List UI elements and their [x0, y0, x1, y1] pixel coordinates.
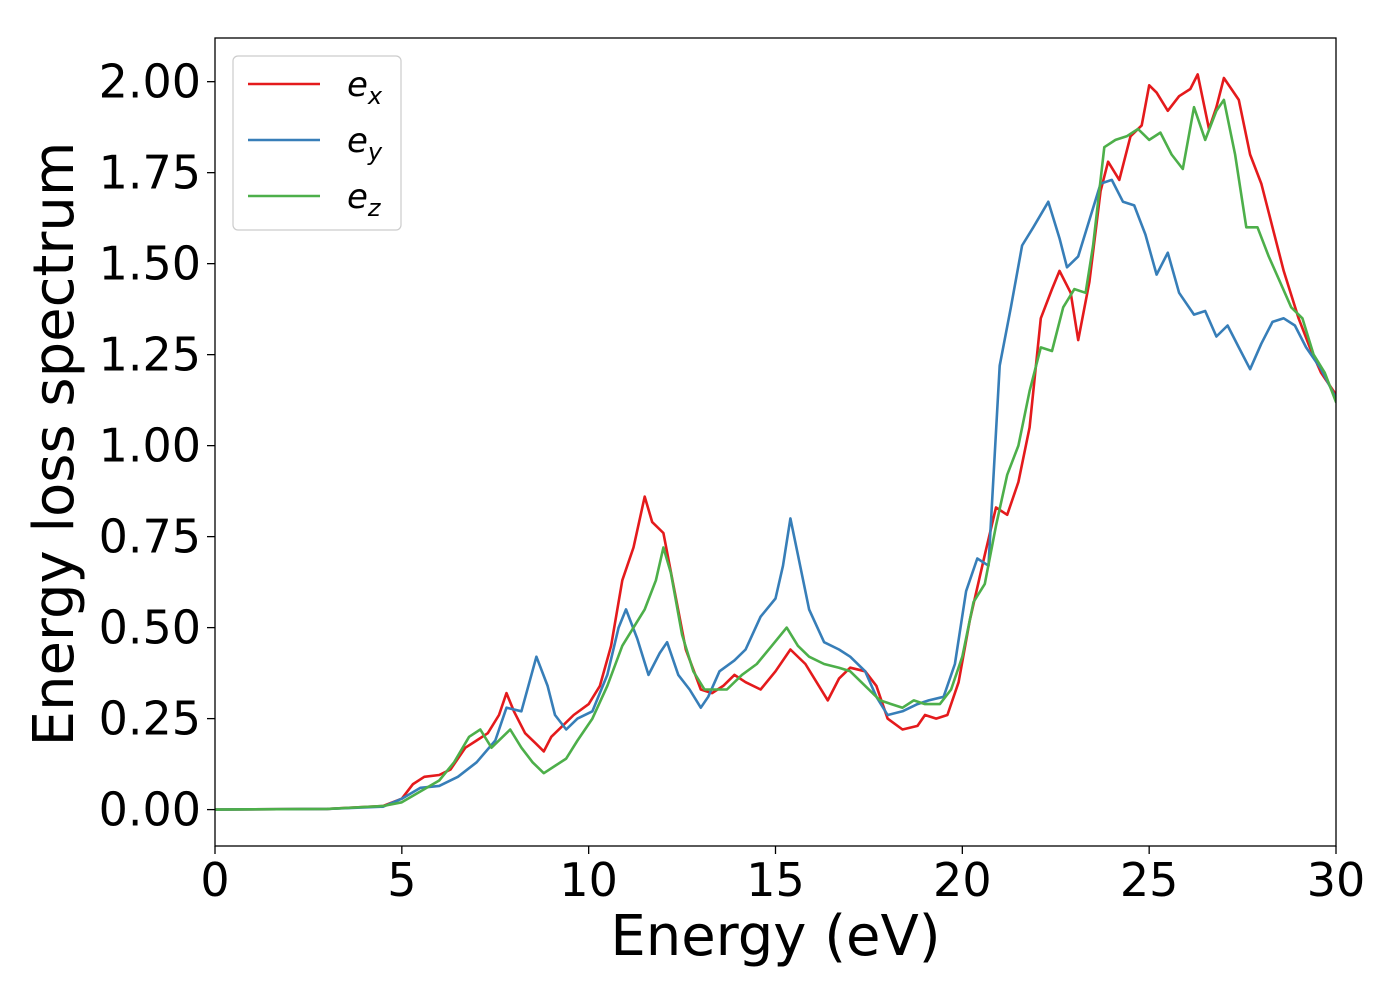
- y-tick-label: 0.25: [99, 692, 201, 746]
- x-tick-label: 10: [559, 853, 618, 907]
- x-axis-label: Energy (eV): [610, 904, 940, 969]
- y-tick-label: 0.75: [99, 510, 201, 564]
- legend-label-base: e: [347, 65, 368, 105]
- y-tick-label: 2.00: [99, 55, 201, 109]
- legend-label-z: ez: [347, 177, 382, 222]
- series-layer: [215, 73, 1336, 811]
- y-axis-label: Energy loss spectrum: [22, 142, 87, 747]
- y-tick-label: 1.00: [99, 419, 201, 473]
- legend-label-subscript: z: [367, 194, 382, 222]
- y-tick-label: 1.75: [99, 146, 201, 200]
- series-line-e-x: [215, 73, 1336, 811]
- series-line-e-z: [215, 98, 1336, 811]
- series-line-e-y: [215, 178, 1336, 811]
- x-tick-label: 30: [1307, 853, 1366, 907]
- legend-box: [232, 55, 402, 231]
- x-tick-label: 5: [387, 853, 416, 907]
- y-tick-label: 0.00: [99, 783, 201, 837]
- x-tick-label: 0: [200, 853, 229, 907]
- y-tick-label: 1.25: [99, 328, 201, 382]
- y-tick-label: 1.50: [99, 237, 201, 291]
- legend-label-x: ex: [347, 65, 383, 110]
- x-tick-label: 25: [1120, 853, 1179, 907]
- legend-label-base: e: [347, 177, 368, 217]
- legend-label-y: ey: [347, 121, 383, 166]
- y-axis-ticks: 0.00 0.25 0.50 0.75 1.00 1.25 1.50 1.75 2.00: [99, 55, 215, 837]
- x-tick-label: 15: [746, 853, 805, 907]
- x-axis-ticks: 0 5 10 15 20 25 30: [200, 846, 1365, 907]
- x-tick-label: 20: [933, 853, 992, 907]
- y-tick-label: 0.50: [99, 601, 201, 655]
- legend-label-subscript: y: [367, 138, 383, 166]
- legend-label-subscript: x: [367, 82, 383, 110]
- legend-label-base: e: [347, 121, 368, 161]
